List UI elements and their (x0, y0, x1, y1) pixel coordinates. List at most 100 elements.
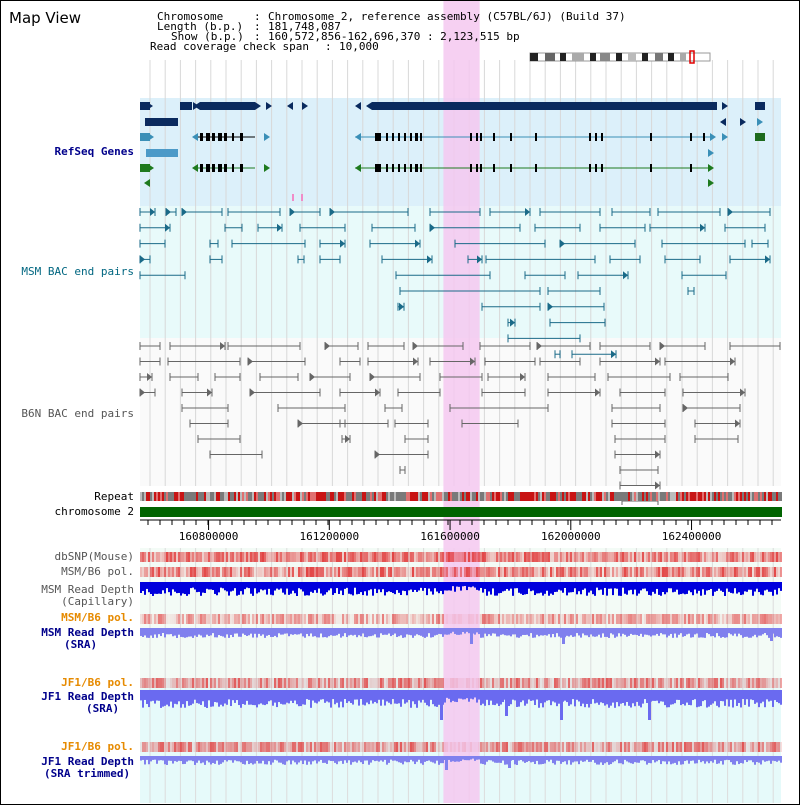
info-sep-1: : (254, 10, 261, 23)
heat-cell (758, 614, 760, 624)
depth-bar (460, 756, 462, 762)
heat-cell (246, 552, 248, 562)
heat-cell (480, 567, 482, 577)
heat-cell (464, 552, 466, 562)
heat-cell (268, 678, 270, 688)
depth-bar (684, 582, 686, 595)
label-msm-pol-1[interactable]: MSM/B6 pol. (61, 565, 134, 578)
heat-cell (446, 567, 448, 577)
heat-cell (330, 567, 332, 577)
label-jf1-depth-sra[interactable]: JF1 Read Depth (41, 690, 134, 703)
heat-cell (632, 552, 634, 562)
heat-cell (626, 552, 628, 562)
label-b6n-bac[interactable]: B6N BAC end pairs (21, 407, 134, 420)
depth-bar (740, 690, 742, 708)
heat-cell (292, 552, 294, 562)
heat-cell (174, 552, 176, 562)
depth-bar (610, 582, 612, 589)
depth-bar (174, 690, 176, 704)
heat-cell (386, 678, 388, 688)
depth-bar (426, 628, 428, 637)
heat-cell (758, 567, 760, 577)
heat-cell (552, 567, 554, 577)
label-msm-depth-sra[interactable]: MSM Read Depth (41, 626, 134, 639)
heat-cell (346, 567, 348, 577)
heat-cell (724, 614, 726, 624)
heat-cell (516, 678, 518, 688)
depth-bar (184, 582, 186, 595)
depth-bar (686, 582, 688, 594)
heat-cell (332, 614, 334, 624)
depth-bar (620, 690, 622, 704)
depth-bar (718, 582, 720, 589)
depth-bar (292, 628, 294, 635)
depth-bar (502, 628, 504, 635)
heat-cell (298, 614, 300, 624)
heat-cell (524, 614, 526, 624)
gene-strand-arrow (192, 164, 198, 172)
repeat-feature (444, 492, 446, 501)
depth-bar (300, 690, 302, 707)
heat-cell (354, 567, 356, 577)
heat-cell (666, 678, 668, 688)
heat-cell (554, 678, 556, 688)
depth-bar (624, 690, 626, 706)
heat-cell (654, 742, 656, 752)
label-refseq-genes[interactable]: RefSeq Genes (54, 145, 134, 158)
depth-bar (338, 690, 340, 708)
label-dbsnp[interactable]: dbSNP(Mouse) (54, 550, 134, 563)
depth-bar (766, 628, 768, 636)
heat-cell (150, 552, 152, 562)
label-jf1-depth-trim[interactable]: JF1 Read Depth (41, 755, 134, 768)
heat-cell (234, 614, 236, 624)
heat-cell (670, 552, 672, 562)
heat-cell (622, 567, 624, 577)
heat-cell (204, 567, 206, 577)
depth-bar (350, 690, 352, 703)
depth-bar (634, 690, 636, 707)
repeat-feature (678, 492, 680, 501)
label-msm-depth-capillary[interactable]: MSM Read Depth (41, 583, 134, 596)
heat-cell (546, 552, 548, 562)
heat-cell (208, 552, 210, 562)
depth-bar (698, 690, 700, 707)
heat-cell (194, 678, 196, 688)
heat-cell (384, 742, 386, 752)
heat-cell (378, 678, 380, 688)
label-msm-pol-2[interactable]: MSM/B6 pol. (61, 611, 134, 624)
label-chromosome[interactable]: chromosome 2 (54, 505, 134, 518)
heat-cell (256, 678, 258, 688)
heat-cell (366, 678, 368, 688)
repeat-feature (236, 492, 238, 501)
gene-exon (386, 164, 388, 172)
heat-cell (662, 742, 664, 752)
label-repeat[interactable]: Repeat (94, 490, 134, 503)
heat-cell (678, 552, 680, 562)
depth-bar (688, 690, 690, 705)
depth-bar (586, 756, 588, 760)
heat-cell (316, 567, 318, 577)
heat-cell (400, 552, 402, 562)
depth-bar (340, 690, 342, 702)
depth-bar (678, 756, 680, 762)
heat-cell (602, 614, 604, 624)
heat-cell (694, 614, 696, 624)
depth-bar (702, 628, 704, 638)
heat-cell (300, 678, 302, 688)
label-jf1-pol-2[interactable]: JF1/B6 pol. (61, 740, 134, 753)
heat-cell (398, 614, 400, 624)
ideogram-position-marker (689, 50, 695, 64)
depth-bar (574, 756, 576, 762)
depth-bar (676, 628, 678, 638)
repeat-feature (162, 492, 164, 501)
repeat-feature (426, 492, 428, 501)
label-msm-bac[interactable]: MSM BAC end pairs (21, 265, 134, 278)
depth-bar (704, 756, 706, 764)
depth-bar (386, 690, 388, 702)
label-jf1-pol-1[interactable]: JF1/B6 pol. (61, 676, 134, 689)
heat-cell (280, 567, 282, 577)
heat-cell (330, 614, 332, 624)
heat-cell (392, 678, 394, 688)
heat-cell (206, 614, 208, 624)
